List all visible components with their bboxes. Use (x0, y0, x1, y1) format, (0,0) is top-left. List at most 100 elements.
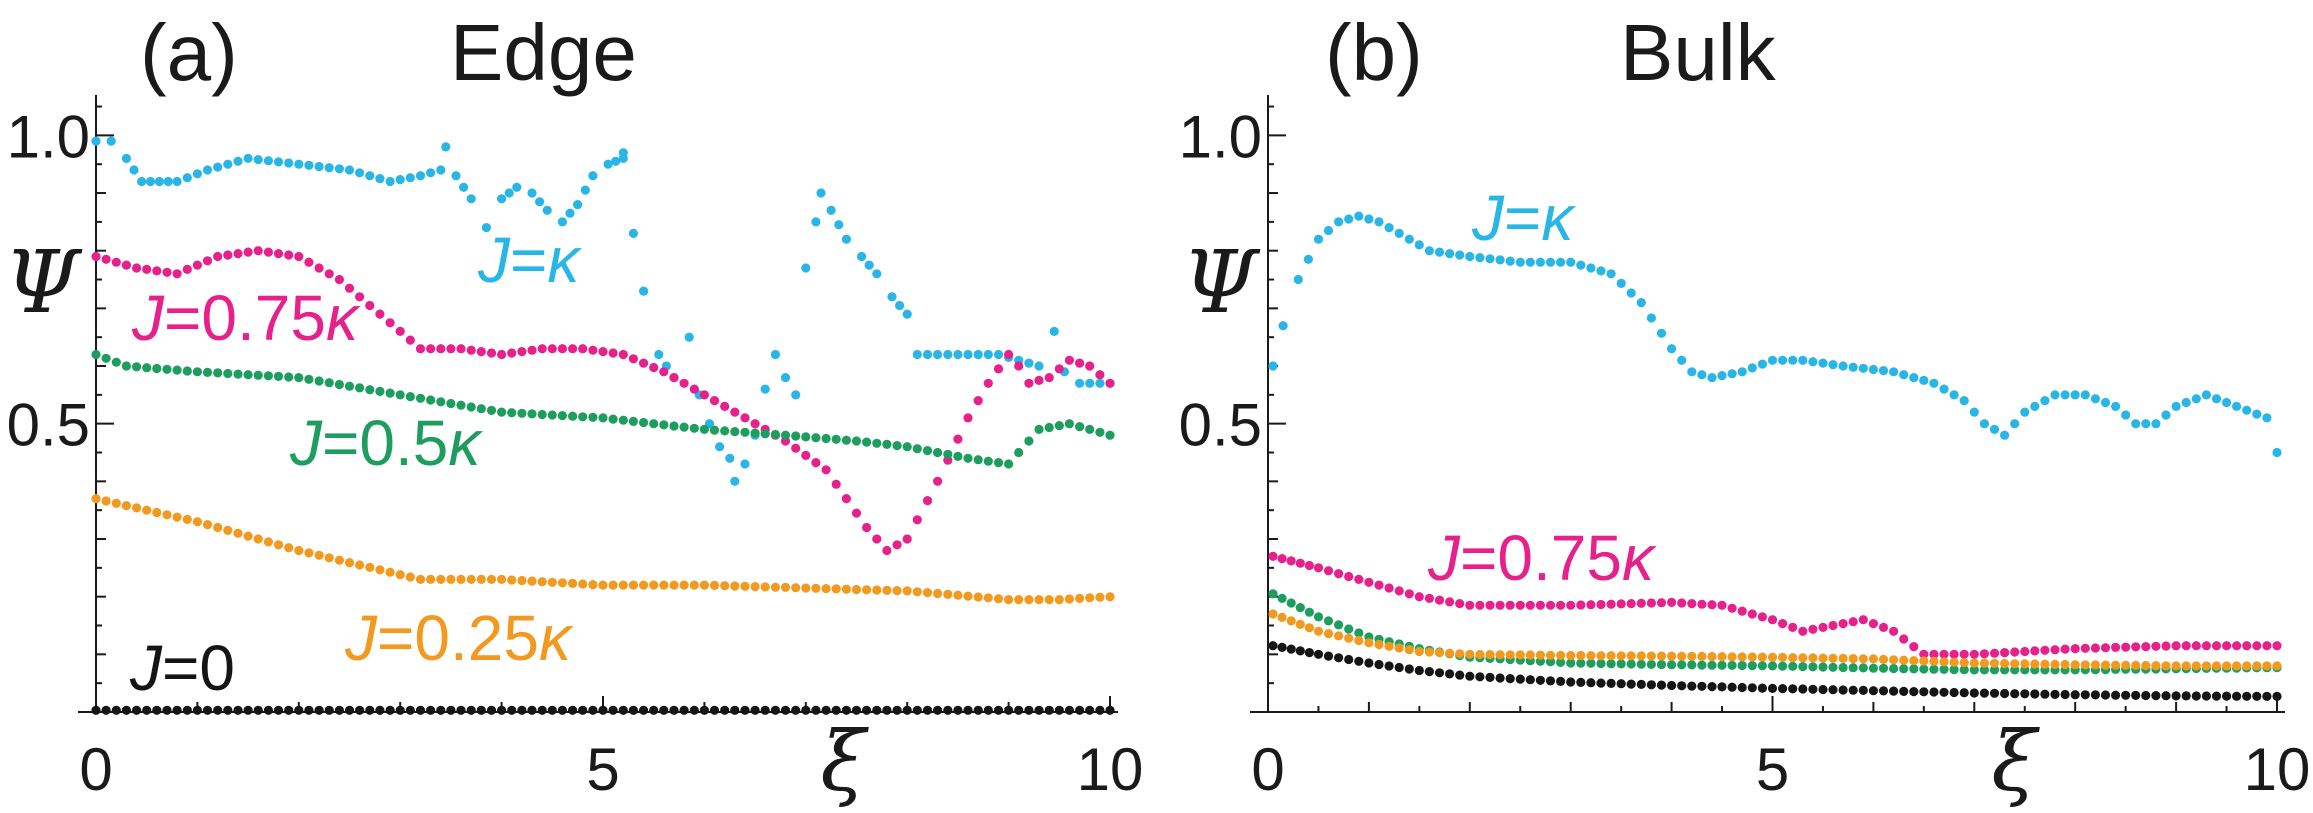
data-point (2060, 659, 2070, 670)
data-point (1899, 686, 1909, 697)
data-point (101, 254, 111, 264)
data-point (618, 415, 628, 425)
data-point (963, 453, 973, 463)
data-point (953, 434, 963, 444)
data-point (101, 353, 111, 363)
data-point (730, 476, 740, 486)
data-point (1004, 705, 1014, 715)
data-point (639, 705, 649, 715)
data-point (1374, 580, 1384, 590)
data-point (679, 422, 689, 432)
data-point (1858, 663, 1868, 673)
data-point (760, 384, 770, 394)
data-point (466, 402, 476, 412)
data-point (1636, 598, 1646, 608)
data-point (233, 156, 243, 166)
data-point (213, 368, 223, 378)
data-point (426, 574, 436, 585)
data-point (983, 349, 993, 360)
data-point (2222, 691, 2232, 701)
data-point (801, 432, 811, 442)
data-point (233, 369, 243, 379)
data-point (1707, 682, 1717, 692)
data-point (2040, 659, 2050, 669)
data-point (1445, 597, 1455, 607)
data-point (2272, 691, 2282, 702)
data-point (294, 373, 304, 383)
data-point (1838, 662, 1848, 673)
data-point (639, 580, 649, 590)
data-point (1445, 648, 1455, 658)
data-point (1354, 656, 1364, 666)
data-point (415, 574, 426, 585)
data-point (1085, 378, 1095, 388)
data-point (1848, 685, 1858, 695)
data-point (618, 580, 628, 590)
data-point (821, 433, 831, 444)
data-point (720, 581, 730, 591)
data-point (993, 594, 1004, 604)
data-point (1485, 650, 1495, 660)
data-point (1909, 687, 1919, 697)
data-point (1054, 421, 1064, 431)
data-point (1989, 648, 2000, 658)
data-point (1656, 651, 1667, 661)
data-point (182, 366, 192, 376)
data-point (892, 705, 902, 715)
data-point (1505, 256, 1515, 266)
data-point (1909, 656, 1919, 666)
data-point (953, 349, 963, 360)
data-point (1899, 370, 1909, 380)
data-point (725, 453, 735, 463)
data-point (1767, 661, 1778, 671)
data-point (1939, 657, 1949, 667)
series-J=0 (1268, 641, 2282, 702)
data-point (2050, 659, 2060, 670)
data-point (334, 274, 344, 285)
data-point (476, 347, 486, 357)
data-point (476, 574, 486, 585)
data-point (1414, 665, 1424, 676)
data-point (415, 705, 426, 715)
data-point (834, 220, 844, 230)
data-point (172, 512, 182, 522)
data-point (1323, 225, 1334, 236)
data-point (933, 476, 943, 486)
data-point (851, 705, 862, 715)
data-point (334, 555, 344, 565)
data-point (2262, 661, 2272, 671)
data-point (588, 580, 598, 590)
data-point (720, 426, 730, 436)
data-point (1295, 558, 1305, 568)
data-point (2151, 691, 2161, 701)
data-point (1818, 358, 1828, 368)
data-point (1878, 654, 1889, 665)
data-point (831, 705, 841, 715)
data-point (192, 260, 202, 270)
data-point (973, 455, 983, 465)
series-J=0.25κ (91, 494, 1115, 605)
data-point (441, 142, 451, 152)
data-point (1334, 653, 1344, 663)
data-point (365, 705, 375, 715)
data-point (233, 705, 243, 715)
data-point (963, 413, 973, 423)
data-point (1085, 424, 1095, 434)
data-point (780, 705, 791, 715)
data-point (154, 176, 164, 187)
data-point (973, 349, 983, 360)
data-point (1616, 659, 1626, 669)
data-point (1727, 652, 1737, 662)
data-point (1717, 600, 1727, 610)
data-point (344, 165, 355, 175)
data-point (1949, 390, 1959, 400)
data-point (263, 705, 273, 715)
data-point (1909, 373, 1919, 383)
data-point (456, 344, 466, 354)
data-point (983, 378, 993, 388)
data-point (1757, 652, 1767, 662)
data-point (1556, 600, 1566, 610)
data-point (1424, 667, 1434, 677)
data-point (1404, 234, 1414, 244)
data-point (1535, 600, 1545, 610)
